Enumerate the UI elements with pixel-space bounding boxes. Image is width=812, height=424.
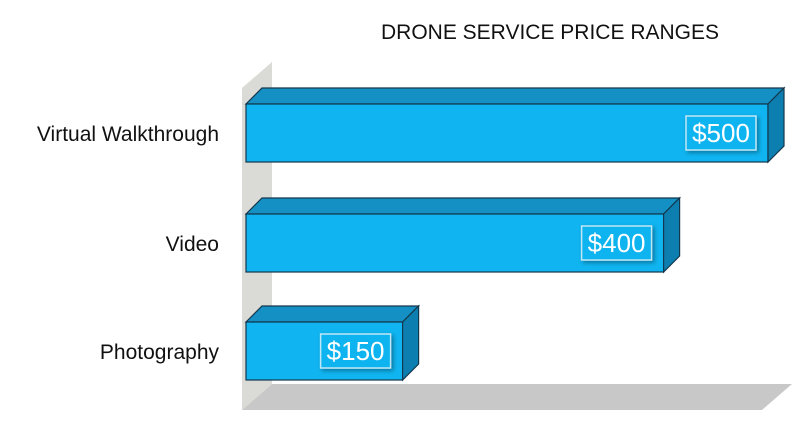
bar-top-face — [244, 197, 682, 215]
bar-front-face — [245, 103, 769, 163]
category-label: Photography — [100, 341, 220, 364]
bar-top-face — [244, 87, 786, 105]
value-label: $150 — [319, 333, 392, 369]
value-label-box — [319, 333, 392, 369]
value-label-box — [685, 115, 757, 151]
value-label-text: $150 — [327, 336, 385, 366]
value-label: $400 — [580, 225, 653, 261]
value-labels: $500 $400 $150 — [319, 115, 757, 369]
bar-side-face — [767, 86, 785, 164]
value-label-box — [580, 225, 653, 261]
category-labels: Virtual Walkthrough Video Photography — [37, 123, 220, 364]
bar — [244, 86, 786, 164]
bar-top-face — [244, 305, 421, 323]
value-label: $500 — [685, 115, 757, 151]
bar-side-face — [662, 196, 681, 274]
category-label: Virtual Walkthrough — [37, 123, 219, 146]
category-label: Video — [166, 233, 219, 256]
plot-floor — [242, 384, 792, 410]
chart-title: DRONE SERVICE PRICE RANGES — [381, 21, 719, 44]
value-label-text: $400 — [588, 228, 646, 258]
bar-side-face — [402, 304, 420, 382]
value-label-text: $500 — [692, 118, 750, 148]
